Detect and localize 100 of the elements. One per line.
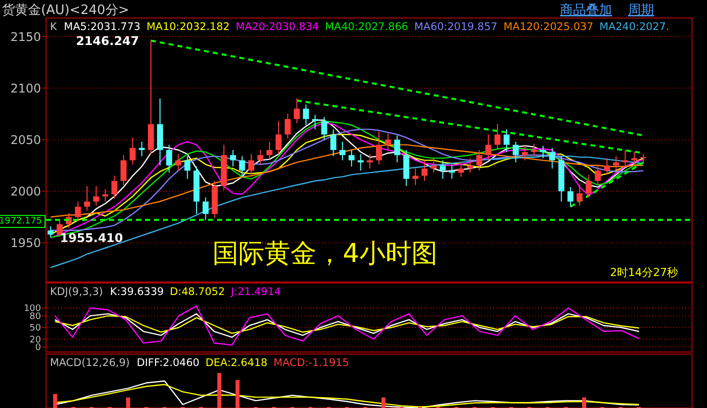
candlestick xyxy=(504,128,510,153)
candlestick xyxy=(348,149,355,167)
candlestick xyxy=(248,154,254,176)
candlestick xyxy=(102,188,108,202)
line-series xyxy=(54,313,640,338)
candlestick xyxy=(202,196,209,221)
candlestick xyxy=(48,226,54,238)
candlestick xyxy=(175,154,182,172)
text: D:48.7052 xyxy=(170,286,225,298)
candlestick xyxy=(631,152,638,165)
candlestick xyxy=(613,156,620,172)
text: MACD:-1.1915 xyxy=(273,357,350,369)
bar xyxy=(582,398,586,408)
candlestick xyxy=(120,154,127,186)
candlestick xyxy=(74,201,81,222)
text: 周期 xyxy=(628,3,654,18)
text: MA240:2027. xyxy=(599,21,670,33)
y-tick-label: 50 xyxy=(30,324,42,334)
candlestick xyxy=(330,128,336,157)
candlestick xyxy=(458,162,464,178)
ref-line-label: 1972.175 xyxy=(0,216,42,226)
annotation: 1955.410 xyxy=(60,231,124,245)
chart-title: KDJ(9,3,3) xyxy=(50,286,103,298)
candlestick xyxy=(93,186,100,206)
y-tick-label: 2100 xyxy=(10,81,41,96)
candlestick xyxy=(394,135,400,163)
line-series xyxy=(54,315,640,334)
text: MA20:2030.834 xyxy=(236,21,320,33)
y-tick-label: 80 xyxy=(30,312,42,322)
candlestick xyxy=(321,116,328,140)
y-tick-label: 0 xyxy=(35,343,42,354)
candlestick xyxy=(276,120,282,155)
candlestick xyxy=(567,186,574,208)
text: 商品叠加 xyxy=(560,3,612,18)
candlestick xyxy=(239,156,246,178)
chart-title: MACD(12,26,9) xyxy=(50,357,130,369)
y-tick-label: 2000 xyxy=(10,184,41,199)
annotation: 国际黄金，4小时图 xyxy=(212,239,438,269)
y-tick-label: 2050 xyxy=(10,132,41,147)
chart-title: 货黄金(AU)<240分> xyxy=(2,3,130,18)
candlestick xyxy=(302,104,309,126)
candlestick xyxy=(138,141,145,157)
candlestick xyxy=(130,137,136,165)
annotation: 2时14分27秒 xyxy=(610,266,678,279)
bar xyxy=(236,380,240,408)
bar xyxy=(53,394,58,408)
candlestick xyxy=(284,113,291,140)
candlestick xyxy=(640,154,646,163)
candlestick xyxy=(294,98,300,124)
candlestick xyxy=(622,149,628,167)
candlestick xyxy=(522,145,528,161)
candlestick xyxy=(84,186,90,212)
series-label: DIFF:2.0460 xyxy=(136,357,200,369)
candlestick xyxy=(257,149,264,165)
candlestick xyxy=(549,147,556,170)
line-series xyxy=(54,305,640,346)
candlestick xyxy=(448,164,455,180)
candlestick xyxy=(339,141,346,161)
candlestick xyxy=(403,149,410,187)
candlestick xyxy=(358,154,364,172)
text: MA5:2031.773 xyxy=(64,21,140,33)
text: MA10:2032.182 xyxy=(146,21,230,33)
candlestick xyxy=(485,134,492,161)
bar xyxy=(126,398,130,408)
candlestick xyxy=(512,141,519,163)
candlestick xyxy=(440,160,446,180)
candlestick xyxy=(467,158,474,174)
candlestick xyxy=(312,114,318,130)
candlestick xyxy=(230,149,236,167)
candlestick xyxy=(476,149,482,172)
candlestick xyxy=(594,164,601,186)
text: DEA:2.6418 xyxy=(205,357,268,369)
annotation: 2146.247 xyxy=(76,34,139,48)
candlestick xyxy=(184,156,190,180)
candlestick xyxy=(540,145,546,159)
y-tick-label: 1950 xyxy=(10,236,41,250)
candlestick xyxy=(412,168,418,186)
candlestick xyxy=(586,174,592,198)
candlestick xyxy=(494,124,500,150)
candlestick xyxy=(422,160,428,182)
text: MA120:2025.037 xyxy=(503,21,594,33)
candlestick xyxy=(376,130,382,165)
candlestick xyxy=(166,144,172,174)
candlestick xyxy=(266,141,272,160)
y-tick-label: 2150 xyxy=(10,30,41,44)
candlestick xyxy=(530,143,537,157)
candlestick xyxy=(576,184,583,206)
chart-subtitle: K xyxy=(50,21,58,33)
candlestick xyxy=(56,220,63,238)
candlestick xyxy=(430,158,437,174)
candlestick xyxy=(366,154,373,170)
candlestick xyxy=(385,132,392,150)
candlestick xyxy=(111,175,118,199)
candlestick xyxy=(604,158,610,176)
bar xyxy=(217,373,222,408)
series-label: J:21.4914 xyxy=(230,286,282,298)
bar xyxy=(381,398,386,408)
series-label: K:39.6339 xyxy=(110,286,164,298)
text: MA40:2027.866 xyxy=(324,21,409,33)
text: MA60:2019.857 xyxy=(414,21,498,33)
